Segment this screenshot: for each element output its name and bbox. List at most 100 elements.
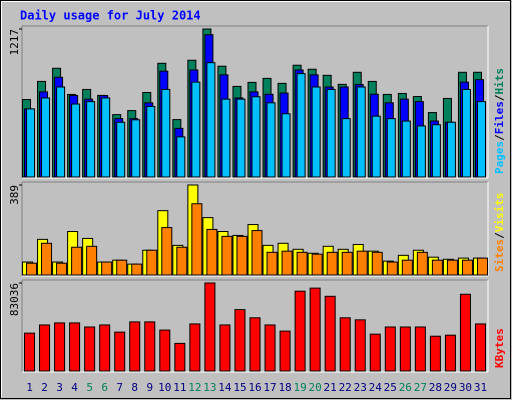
bar (264, 324, 276, 372)
x-tick-label: 18 (278, 381, 291, 394)
bar (326, 251, 338, 276)
bar (54, 322, 66, 372)
bar (266, 102, 276, 178)
bar (236, 235, 248, 276)
bar (386, 261, 398, 276)
bar (131, 263, 143, 276)
bar (311, 86, 321, 178)
legend-entry: Files (493, 101, 506, 134)
bar (369, 333, 381, 372)
bar (399, 326, 411, 372)
bar (191, 81, 201, 178)
bar (429, 335, 441, 372)
x-tick-label: 11 (173, 381, 186, 394)
bar (356, 86, 366, 178)
bar (24, 332, 36, 372)
bar (416, 125, 426, 178)
bar (279, 330, 291, 372)
bar (204, 282, 216, 372)
bar (401, 259, 413, 276)
bar (26, 262, 38, 276)
legend-entry: KBytes (493, 328, 506, 368)
bar (71, 246, 83, 276)
legend-separator: / (493, 232, 506, 239)
bar (444, 334, 456, 372)
bar (236, 98, 246, 178)
x-tick-label: 26 (399, 381, 412, 394)
x-tick-label: 30 (459, 381, 472, 394)
x-tick-label: 21 (324, 381, 337, 394)
legend-entry: Visits (493, 193, 506, 233)
bar (161, 88, 171, 178)
bar (206, 228, 218, 276)
y-tick-label: 389 (8, 185, 21, 205)
bar (341, 118, 351, 178)
bar (249, 317, 261, 372)
bar (459, 293, 471, 372)
x-tick-label: 1 (26, 381, 33, 394)
bar (221, 98, 231, 178)
bar (339, 317, 351, 372)
bar (311, 253, 323, 276)
x-tick-label: 7 (116, 381, 123, 394)
bar (251, 230, 263, 276)
legend: KBytes (493, 328, 506, 368)
bar (86, 101, 96, 178)
bar (384, 326, 396, 372)
x-tick-label: 15 (233, 381, 246, 394)
bar (296, 73, 306, 178)
bar (324, 295, 336, 372)
legend-entry: Pages (493, 141, 506, 174)
bar (356, 250, 368, 276)
bar (296, 251, 308, 276)
legend-separator: / (493, 134, 506, 141)
x-tick-label: 23 (354, 381, 367, 394)
bar (41, 242, 53, 276)
x-tick-label: 8 (131, 381, 138, 394)
bar (84, 326, 96, 372)
legend: Sites/Visits (493, 193, 506, 273)
bar (266, 251, 278, 276)
x-tick-label: 29 (444, 381, 457, 394)
bar (234, 309, 246, 372)
bar (99, 324, 111, 372)
bar (221, 235, 233, 276)
bar (159, 329, 171, 372)
x-tick-label: 22 (339, 381, 352, 394)
bar (191, 203, 203, 276)
x-tick-label: 27 (414, 381, 427, 394)
bar (116, 259, 128, 276)
x-tick-label: 14 (218, 381, 232, 394)
x-tick-label: 25 (384, 381, 397, 394)
bar (341, 251, 353, 276)
bar (461, 259, 473, 276)
bar (176, 136, 186, 178)
x-tick-label: 5 (86, 381, 93, 394)
x-tick-label: 31 (474, 381, 487, 394)
bar (446, 259, 458, 276)
x-tick-label: 4 (71, 381, 78, 394)
bar (101, 261, 113, 276)
bar (56, 86, 66, 178)
bar (476, 101, 486, 178)
x-tick-label: 2 (41, 381, 48, 394)
x-tick-label: 3 (56, 381, 63, 394)
bar (219, 324, 231, 372)
bar (144, 321, 156, 372)
bar (69, 322, 81, 372)
x-tick-label: 13 (203, 381, 216, 394)
chart-title: Daily usage for July 2014 (20, 9, 201, 23)
bar (206, 62, 216, 178)
x-tick-label: 17 (263, 381, 276, 394)
bar (116, 121, 126, 178)
bar (129, 321, 141, 372)
bar (294, 290, 306, 372)
bar (476, 257, 488, 276)
legend: Pages/Files/Hits (493, 68, 506, 174)
bar (189, 323, 201, 372)
bar (281, 113, 291, 178)
bar (101, 97, 111, 178)
x-tick-label: 19 (293, 381, 306, 394)
x-tick-label: 28 (429, 381, 442, 394)
bar (431, 259, 443, 276)
